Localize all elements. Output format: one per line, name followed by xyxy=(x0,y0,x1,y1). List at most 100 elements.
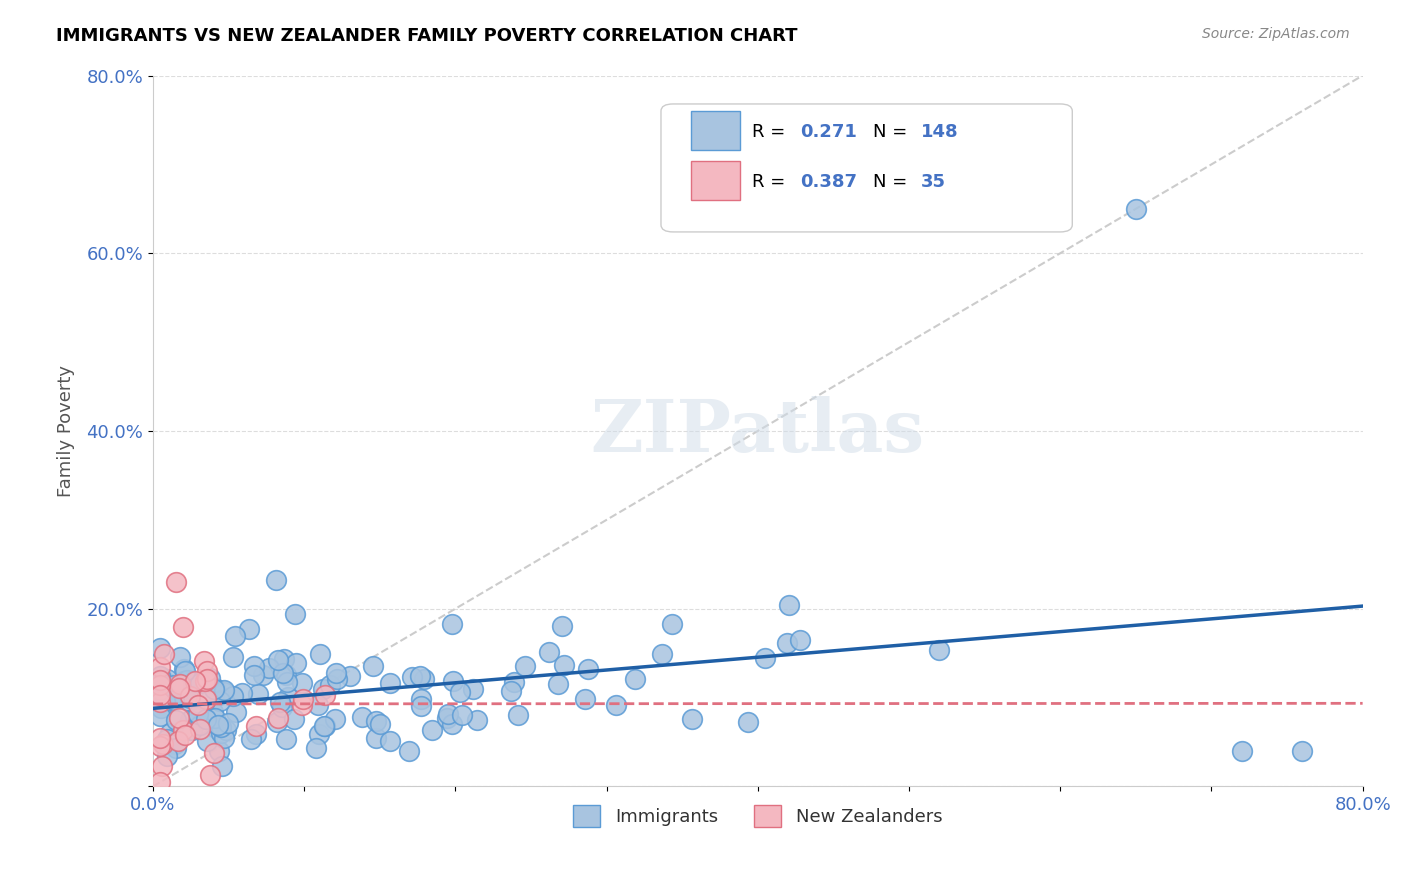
Point xyxy=(273,652,295,666)
Point xyxy=(247,687,270,701)
Point xyxy=(284,607,307,622)
Point xyxy=(222,689,245,703)
Point xyxy=(326,673,349,687)
Point xyxy=(1230,744,1253,758)
Point xyxy=(737,715,759,730)
Point xyxy=(361,659,384,673)
Point xyxy=(283,712,305,726)
Point xyxy=(314,688,336,702)
Point xyxy=(153,694,176,708)
Point xyxy=(194,674,217,689)
Point xyxy=(339,668,361,682)
Point xyxy=(169,677,191,691)
Point xyxy=(502,675,524,690)
Point xyxy=(150,701,173,715)
Point xyxy=(420,723,443,737)
Point xyxy=(409,669,432,683)
Point xyxy=(194,712,217,726)
Point xyxy=(651,647,673,661)
Point xyxy=(204,721,226,735)
Point xyxy=(266,573,288,587)
Point xyxy=(149,660,172,674)
Point xyxy=(291,698,314,712)
Point xyxy=(181,723,204,737)
Point xyxy=(209,726,232,740)
Point xyxy=(167,711,190,725)
Point xyxy=(188,723,211,737)
Point xyxy=(187,707,209,722)
Point xyxy=(308,647,330,661)
Point xyxy=(266,653,288,667)
Point xyxy=(163,692,186,706)
Point xyxy=(225,705,247,719)
Point xyxy=(364,714,387,728)
Point xyxy=(165,713,187,727)
Point xyxy=(366,731,388,746)
Point xyxy=(276,674,298,689)
Point xyxy=(181,675,204,690)
Text: N =: N = xyxy=(873,173,912,191)
Point xyxy=(209,720,232,734)
Point xyxy=(150,693,173,707)
Text: R =: R = xyxy=(752,123,790,142)
Point xyxy=(682,712,704,726)
Point xyxy=(214,685,236,699)
Point xyxy=(661,617,683,632)
Point xyxy=(153,647,176,661)
Point xyxy=(537,645,560,659)
Point xyxy=(274,668,297,682)
Point xyxy=(149,731,172,746)
Point xyxy=(311,682,333,697)
FancyBboxPatch shape xyxy=(692,112,740,150)
Point xyxy=(277,690,299,705)
Point xyxy=(778,598,800,612)
Point xyxy=(149,695,172,709)
Text: Source: ZipAtlas.com: Source: ZipAtlas.com xyxy=(1202,27,1350,41)
Point xyxy=(160,688,183,702)
Point xyxy=(465,713,488,727)
Point xyxy=(308,727,330,741)
Text: IMMIGRANTS VS NEW ZEALANDER FAMILY POVERTY CORRELATION CHART: IMMIGRANTS VS NEW ZEALANDER FAMILY POVER… xyxy=(56,27,797,45)
Point xyxy=(440,616,463,631)
Point xyxy=(553,657,575,672)
Point xyxy=(169,679,191,693)
Point xyxy=(181,690,204,705)
Point xyxy=(195,692,218,706)
Point xyxy=(208,688,231,702)
Point xyxy=(506,708,529,723)
Point xyxy=(378,734,401,748)
Y-axis label: Family Poverty: Family Poverty xyxy=(58,365,75,497)
Point xyxy=(499,684,522,698)
Point xyxy=(238,623,260,637)
Point xyxy=(214,731,236,746)
Point xyxy=(195,664,218,678)
Point xyxy=(451,707,474,722)
Point xyxy=(461,682,484,697)
Point xyxy=(222,650,245,665)
Point xyxy=(412,673,434,687)
Point xyxy=(270,700,292,714)
Point xyxy=(150,758,173,772)
Point xyxy=(197,672,219,686)
Point xyxy=(149,678,172,692)
Point xyxy=(159,726,181,740)
Point xyxy=(215,723,238,738)
Point xyxy=(245,727,267,741)
Point xyxy=(149,641,172,656)
Point xyxy=(605,698,627,713)
Point xyxy=(211,759,233,773)
Point xyxy=(314,719,336,733)
Point xyxy=(153,737,176,751)
Point xyxy=(149,683,172,698)
Point xyxy=(515,658,537,673)
Point xyxy=(173,674,195,689)
Point xyxy=(149,709,172,723)
Point xyxy=(291,675,314,690)
Point xyxy=(224,629,246,643)
Point xyxy=(183,673,205,688)
Point xyxy=(167,681,190,695)
Point xyxy=(266,715,288,730)
Point xyxy=(754,650,776,665)
Point xyxy=(398,744,420,758)
Point xyxy=(149,673,172,687)
